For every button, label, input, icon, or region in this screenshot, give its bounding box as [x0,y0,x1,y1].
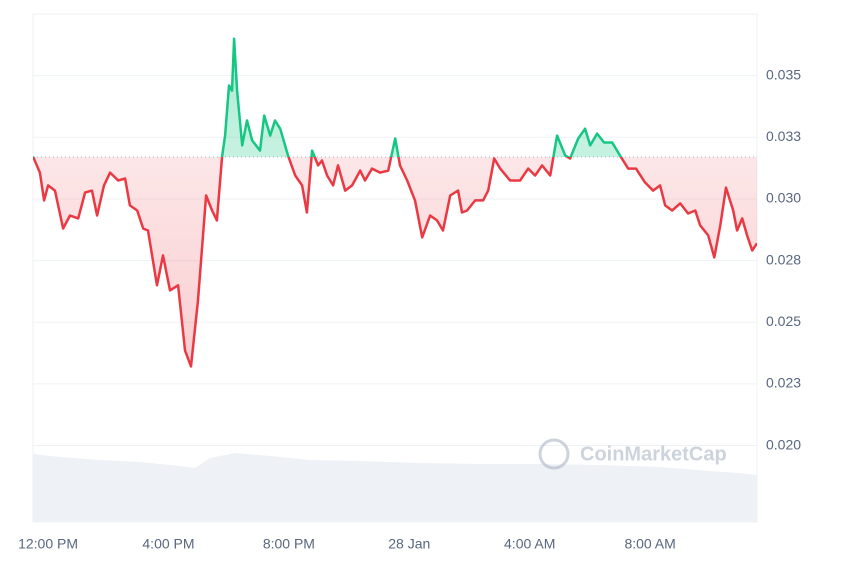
x-tick-label: 12:00 PM [18,536,78,552]
x-tick-label: 28 Jan [388,536,430,552]
y-tick-label: 0.033 [766,128,801,144]
price-line-down [33,157,757,368]
series [33,37,757,368]
y-tick-label: 0.020 [766,436,801,452]
volume-area [33,453,757,522]
y-tick-label: 0.028 [766,251,801,267]
y-tick-label: 0.025 [766,313,801,329]
watermark-text: CoinMarketCap [580,443,727,465]
area-down [33,157,757,367]
x-tick-label: 8:00 AM [624,536,675,552]
x-tick-label: 4:00 PM [142,536,194,552]
x-tick-label: 8:00 PM [263,536,315,552]
y-tick-label: 0.030 [766,190,801,206]
y-tick-label: 0.023 [766,375,801,391]
x-tick-label: 4:00 AM [504,536,555,552]
y-tick-label: 0.035 [766,66,801,82]
watermark: CoinMarketCap [538,438,727,470]
grid [33,75,757,447]
watermark-logo [538,438,570,470]
